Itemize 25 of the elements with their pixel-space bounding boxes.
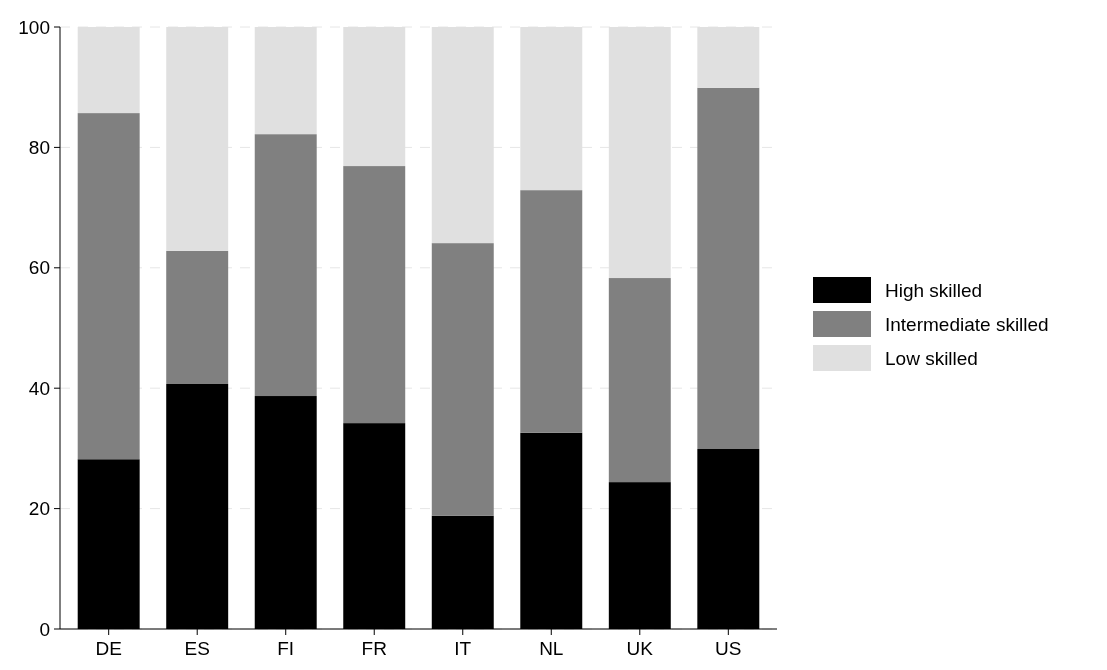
y-tick-label: 60 (28, 257, 50, 279)
bar (431, 243, 494, 516)
y-tick-label: 20 (28, 498, 50, 520)
x-tick-label: IT (454, 638, 472, 659)
y-tick-label: 0 (39, 618, 50, 640)
legend-label: Low skilled (885, 347, 978, 369)
bar (77, 113, 140, 460)
x-tick-label: FI (277, 638, 295, 659)
bar (520, 190, 583, 433)
bar (697, 87, 760, 449)
x-tick-label: ES (184, 638, 210, 659)
x-tick-label: FR (361, 638, 387, 659)
bar (608, 278, 671, 483)
x-tick-label: US (715, 638, 742, 659)
bar (254, 134, 317, 397)
x-tick-label: DE (95, 638, 122, 659)
bar (166, 250, 229, 384)
y-tick-label: 40 (28, 377, 50, 399)
x-tick-label: NL (539, 638, 564, 659)
legend-label: High skilled (885, 279, 983, 301)
legend-label: Intermediate skilled (885, 313, 1049, 335)
y-tick-label: 100 (18, 16, 50, 38)
x-tick-label: UK (626, 638, 654, 659)
bar (343, 166, 406, 424)
y-tick-label: 80 (28, 137, 50, 159)
